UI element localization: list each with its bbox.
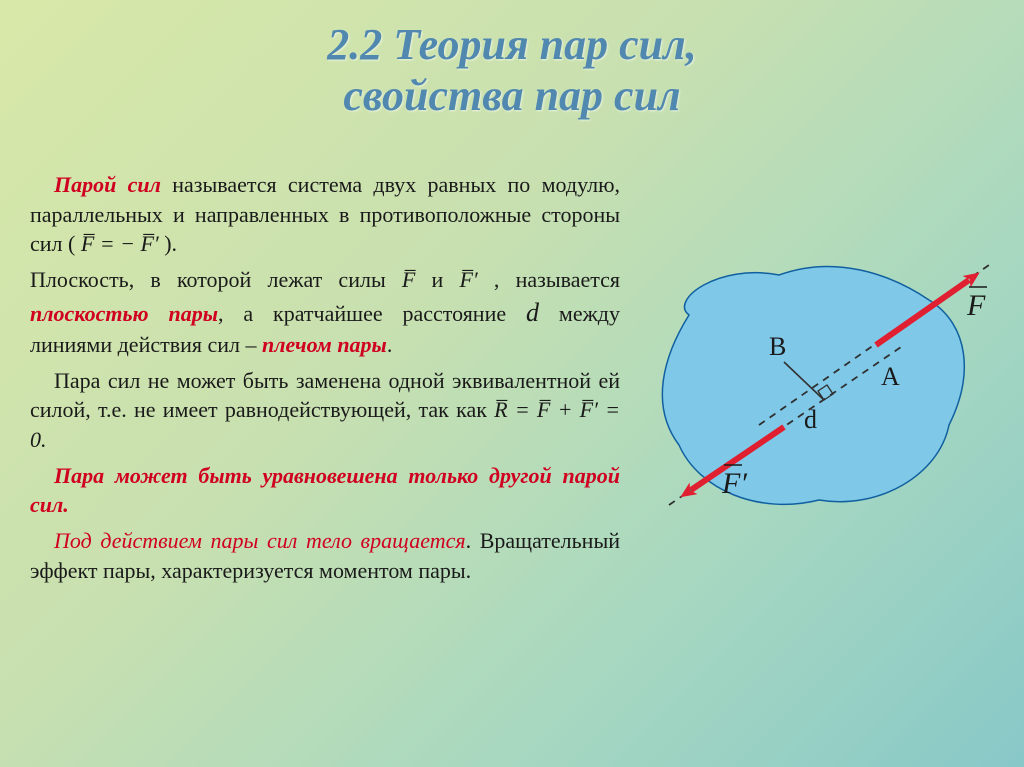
label-a: A — [881, 362, 900, 391]
rigid-body-shape — [662, 266, 964, 504]
title-line-1: 2.2 Теория пар сил, — [0, 20, 1024, 71]
term-arm: пле­чом пары — [262, 332, 387, 357]
p2-text-b: и — [415, 267, 459, 292]
couple-diagram: B A d F F′ — [629, 245, 999, 555]
label-f: F — [966, 289, 986, 322]
p2-text-c: , на­зывается — [478, 267, 620, 292]
para-3: Пара сил не может быть заменена одной эк… — [30, 366, 620, 455]
sym-f: F̅ — [402, 267, 415, 292]
p1-text-c: ). — [159, 231, 177, 256]
para-2: Плоскость, в которой лежат силы F̅ и F̅′… — [30, 265, 620, 359]
var-d: d — [526, 298, 539, 327]
p5-text-a: Под действием пары сил тело вращается — [54, 528, 466, 553]
para-1: Парой сил называется система двух равных… — [30, 170, 620, 259]
label-d: d — [804, 405, 817, 434]
label-b: B — [769, 332, 786, 361]
body-text: Парой сил называется система двух равных… — [30, 170, 620, 591]
p2-text-d: , а кратчайшее рас­стояние — [218, 301, 526, 326]
label-fprime: F′ — [721, 467, 747, 500]
p4-text: Пара может быть уравновешена только друг… — [30, 463, 620, 518]
eq-f-negfp: F̅ = − F̅′ — [81, 231, 159, 256]
term-couple: Парой сил — [54, 172, 161, 197]
title-line-2: свойства пар сил — [0, 71, 1024, 122]
slide-title: 2.2 Теория пар сил, свойства пар сил — [0, 0, 1024, 121]
para-5: Под действием пары сил тело вращается. В… — [30, 526, 620, 585]
term-plane: плоскостью пары — [30, 301, 218, 326]
p2-text-a: Плоскость, в которой лежат силы — [30, 267, 402, 292]
para-4: Пара может быть уравновешена только друг… — [30, 461, 620, 520]
p2-text-f: . — [387, 332, 393, 357]
sym-fprime: F̅′ — [459, 267, 477, 292]
